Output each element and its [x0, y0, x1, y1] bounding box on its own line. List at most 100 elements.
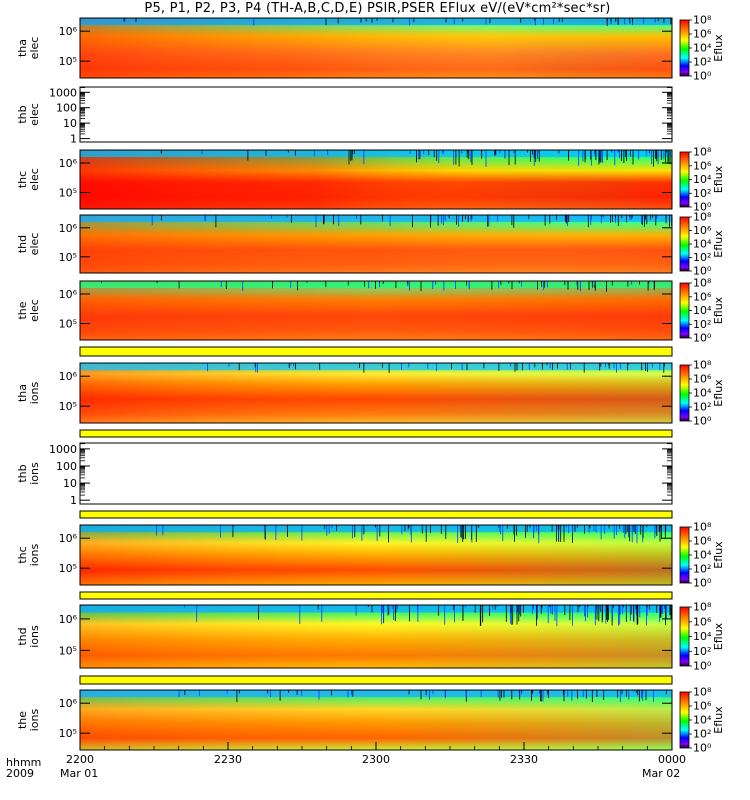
spectrogram-top-band: [80, 18, 672, 26]
colorbar-label: Eflux: [712, 34, 725, 62]
panel-thb-elec: 1 10 100 1000 thb elec: [16, 86, 673, 146]
colorbar-tick-label: 10⁰: [693, 332, 712, 345]
colorbar-tick-label: 10⁸: [693, 521, 712, 534]
y-axis-label-probe: thc: [16, 546, 29, 563]
spectrogram-overlay: [80, 18, 672, 78]
spectrogram-top-band: [80, 281, 672, 289]
panel-bar: [79, 591, 673, 600]
panel-frame: [79, 17, 673, 79]
colorbar-tick-label: 10⁰: [693, 265, 712, 278]
colorbar-tick-label: 10⁴: [693, 549, 712, 562]
spectrogram-top-band: [80, 525, 672, 533]
colorbar-tick-label: 10⁶: [693, 535, 712, 548]
colorbar-tick-label: 10⁰: [693, 415, 712, 428]
y-axis-label-probe: tha: [16, 384, 29, 402]
colorbar-tick-label: 10⁶: [693, 700, 712, 713]
colorbar-tick-label: 10⁸: [693, 14, 712, 27]
y-tick-label: 10⁶: [59, 222, 78, 235]
spectrogram-noise: [123, 18, 672, 26]
panel-bar: [79, 429, 673, 438]
x-axis-start-date: Mar 01: [60, 767, 99, 780]
y-axis-label-species: ions: [28, 462, 41, 485]
y-tick-label: 10⁵: [59, 400, 77, 413]
colorbar-tick-label: 10⁶: [693, 224, 712, 237]
spectrogram-overlay: [80, 215, 672, 273]
y-tick-label: 10⁶: [59, 25, 78, 38]
x-tick-label: 2330: [510, 753, 538, 766]
colorbar-scale: [679, 606, 690, 667]
colorbar-tick-label: 10⁶: [693, 159, 712, 172]
x-axis-row1-label: hhmm: [6, 756, 42, 769]
colorbar-tick-label: 10⁶: [693, 290, 712, 303]
y-axis-label-probe: thb: [16, 105, 29, 123]
colorbar-tick-label: 10⁸: [693, 601, 712, 614]
colorbar-tick-label: 10²: [693, 728, 711, 741]
panel-frame: [79, 214, 673, 274]
y-axis-label-species: ions: [28, 543, 41, 566]
colorbar-label: Eflux: [712, 706, 725, 734]
colorbar-tick-label: 10⁴: [693, 173, 712, 186]
colorbar-label: Eflux: [712, 541, 725, 569]
spectrogram-overlay: [80, 281, 672, 340]
spectrogram-noise: [160, 150, 671, 167]
panel-bar: [79, 346, 673, 357]
y-tick-label: 10: [63, 117, 77, 130]
panel-thb-ions: 1 10 100 1000 thb ions: [16, 442, 673, 507]
colorbar-tick-label: 10⁰: [693, 660, 712, 673]
spectrogram-noise: [206, 363, 665, 374]
separator-bar: [79, 429, 673, 438]
colorbar-tick-label: 10⁴: [693, 714, 712, 727]
colorbar-scale: [679, 19, 690, 77]
y-tick-label: 10⁶: [59, 157, 78, 170]
y-axis-label-species: elec: [28, 37, 41, 60]
colorbar-scale: [679, 364, 690, 422]
y-tick-label: 10: [63, 477, 77, 490]
colorbar-tick-label: 10⁰: [693, 70, 712, 83]
x-axis-end-date: Mar 02: [642, 767, 681, 780]
spectrogram-overlay: [80, 605, 672, 668]
colorbar-tick-label: 10⁰: [693, 577, 712, 590]
colorbar-tick-label: 10⁶: [693, 373, 712, 386]
colorbar-label: Eflux: [712, 622, 725, 650]
panel-frame: [79, 604, 673, 669]
spectrogram-top-band: [80, 690, 672, 698]
y-axis-label-species: ions: [28, 625, 41, 648]
spectrogram-overlay: [80, 363, 672, 423]
panel-frame: [79, 524, 673, 586]
y-axis-label-species: ions: [28, 381, 41, 404]
y-axis-label-probe: the: [16, 711, 29, 729]
panel-bar: [79, 675, 673, 685]
y-axis-label-probe: thd: [16, 627, 29, 645]
colorbar-tick-label: 10⁰: [693, 742, 712, 755]
colorbar-tick-label: 10⁸: [693, 146, 712, 159]
panel-frame: [79, 442, 673, 505]
colorbar-tick-label: 10⁴: [693, 238, 712, 251]
y-tick-label: 1: [70, 133, 77, 146]
spectrogram-noise: [151, 215, 672, 228]
y-axis-label-species: elec: [28, 168, 41, 191]
colorbar-scale: [679, 691, 690, 749]
x-tick-label: 2200: [66, 753, 94, 766]
y-axis-label-probe: tha: [16, 39, 29, 57]
colorbar-label: Eflux: [712, 165, 725, 193]
colorbar-tick-label: 10⁶: [693, 28, 712, 41]
colorbar-scale: [679, 216, 690, 272]
colorbar-scale: [679, 282, 690, 339]
colorbar-tick-label: 10⁰: [693, 201, 712, 214]
colorbar-tick-label: 10⁸: [693, 277, 712, 290]
colorbar-tick-label: 10⁸: [693, 359, 712, 372]
y-tick-label: 1000: [49, 443, 77, 456]
colorbar-label: Eflux: [712, 230, 725, 258]
colorbar-tick-label: 10⁸: [693, 211, 712, 224]
colorbar-scale: [679, 151, 690, 208]
colorbar-tick-label: 10⁴: [693, 304, 712, 317]
colorbar-tick-label: 10⁴: [693, 42, 712, 55]
x-axis: 2200 2230 2300 2330 0000: [66, 742, 686, 766]
